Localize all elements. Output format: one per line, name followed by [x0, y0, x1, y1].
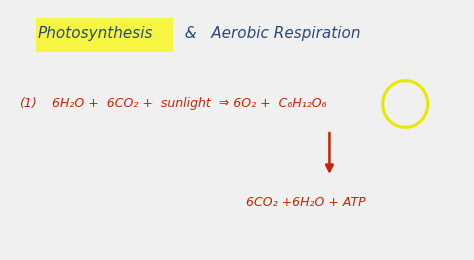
FancyBboxPatch shape	[36, 18, 173, 52]
Text: &   Aerobic Respiration: & Aerobic Respiration	[175, 26, 361, 41]
Text: Photosynthesis: Photosynthesis	[38, 26, 154, 41]
Text: (1): (1)	[19, 98, 36, 110]
Text: 6H₂O +  6CO₂ +  sunlight  ⇒ 6O₂ +  C₆H₁₂O₆: 6H₂O + 6CO₂ + sunlight ⇒ 6O₂ + C₆H₁₂O₆	[52, 98, 327, 110]
Text: 6CO₂ +6H₂O + ATP: 6CO₂ +6H₂O + ATP	[246, 196, 366, 209]
